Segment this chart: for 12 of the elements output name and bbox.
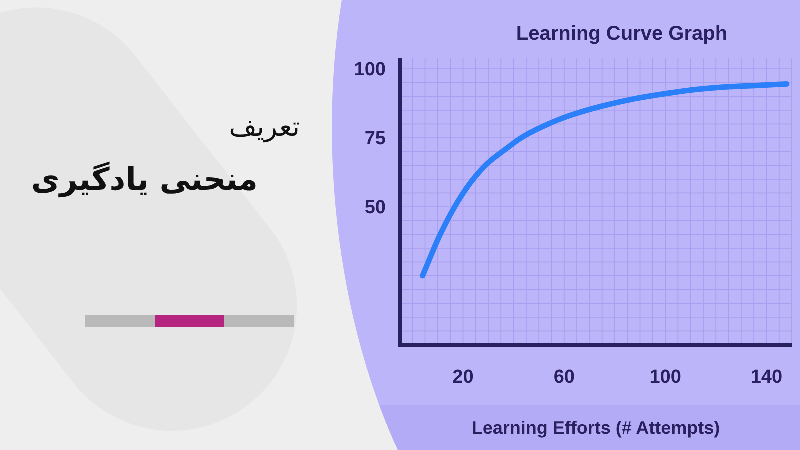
x-tick-label: 60 xyxy=(554,367,575,388)
x-tick-label: 100 xyxy=(650,367,682,388)
y-tick-label: 75 xyxy=(364,128,386,150)
x-tick-label: 140 xyxy=(750,367,783,388)
y-tick-label: 50 xyxy=(364,198,386,219)
chart: Learning Curve Graph 50 75 100 20 60 100 140 Learning Efforts (# Attempts) xyxy=(354,23,792,438)
y-tick-label: 100 xyxy=(354,60,386,81)
chart-title: Learning Curve Graph xyxy=(516,23,728,45)
annotation: تعریف xyxy=(229,112,300,143)
x-tick-label: 20 xyxy=(452,367,474,388)
x-axis-title: Learning Efforts (# Attempts) xyxy=(472,418,720,438)
annotation: منحنی یادگیری xyxy=(31,162,258,198)
